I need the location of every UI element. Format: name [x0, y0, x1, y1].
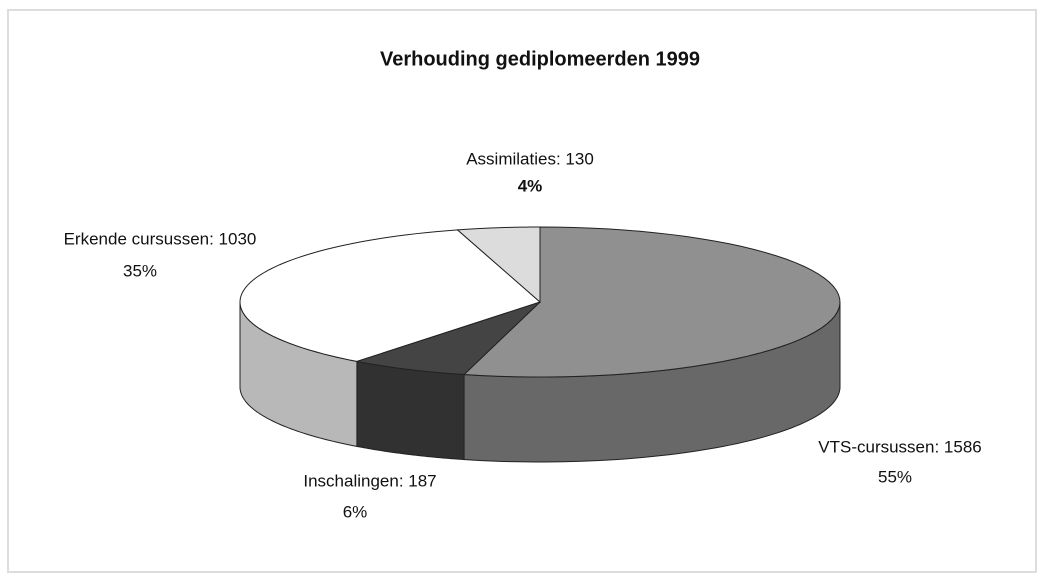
data-label: Assimilaties: 130	[466, 149, 594, 168]
data-label: Inschalingen: 187	[303, 471, 436, 490]
percent-label: 35%	[123, 261, 157, 280]
pie-slice	[239, 229, 541, 362]
percent-label: 6%	[343, 502, 368, 521]
percent-label: 4%	[518, 176, 543, 195]
pie-side	[356, 360, 465, 461]
pie-slice	[462, 226, 841, 378]
data-label: VTS-cursussen: 1586	[818, 437, 981, 456]
chart-title: Verhouding gediplomeerden 1999	[380, 48, 700, 70]
pie-slice	[356, 301, 541, 376]
pie-slice	[456, 226, 541, 304]
data-label: Erkende cursussen: 1030	[64, 229, 257, 248]
percent-label: 55%	[878, 467, 912, 486]
